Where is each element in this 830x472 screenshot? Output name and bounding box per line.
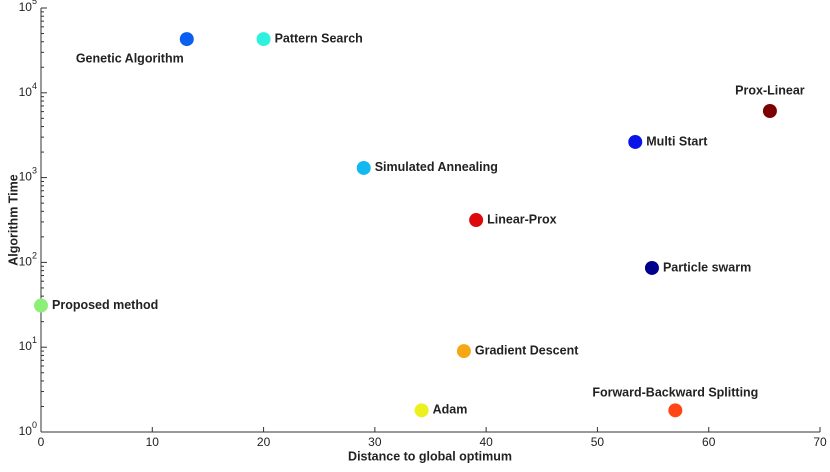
x-tick-label: 70 <box>813 435 827 449</box>
y-tick-label: 103 <box>19 166 37 184</box>
point <box>469 213 484 228</box>
x-tick-label: 0 <box>38 435 45 449</box>
point-label: Adam <box>433 403 468 417</box>
y-axis-label: Algorithm Time <box>6 174 20 265</box>
tick-base: 10 <box>19 170 33 184</box>
tick-base: 10 <box>19 0 33 14</box>
tick-exp: 0 <box>32 420 37 430</box>
y-tick-label: 105 <box>19 0 37 14</box>
point-label: Forward-Backward Splitting <box>592 386 758 400</box>
y-tick-label: 102 <box>19 251 37 269</box>
tick-exp: 3 <box>32 166 37 176</box>
point <box>179 32 194 47</box>
point-label: Genetic Algorithm <box>76 51 184 65</box>
point <box>356 160 371 175</box>
point <box>762 104 777 119</box>
point <box>644 260 659 275</box>
point-label: Proposed method <box>52 298 158 312</box>
tick-base: 10 <box>19 255 33 269</box>
x-tick-label: 50 <box>591 435 605 449</box>
tick-exp: 5 <box>32 0 37 6</box>
point <box>256 32 271 47</box>
x-tick-label: 40 <box>479 435 493 449</box>
tick-base: 10 <box>19 424 33 438</box>
tick-exp: 2 <box>32 251 37 261</box>
point <box>34 298 48 313</box>
x-tick-label: 10 <box>146 435 160 449</box>
x-tick-label: 30 <box>368 435 382 449</box>
point <box>628 134 643 149</box>
point-label: Simulated Annealing <box>375 160 498 174</box>
point-label: Gradient Descent <box>475 343 579 357</box>
x-tick-label: 60 <box>702 435 716 449</box>
tick-exp: 1 <box>32 336 37 346</box>
point-label: Multi Start <box>646 134 708 148</box>
x-tick-label: 20 <box>257 435 271 449</box>
tick-base: 10 <box>19 85 33 99</box>
point-label: Prox-Linear <box>735 83 805 97</box>
point <box>456 344 471 359</box>
point <box>414 403 429 418</box>
tick-exp: 4 <box>32 81 37 91</box>
x-axis-label: Distance to global optimum <box>348 449 512 463</box>
point <box>668 403 683 418</box>
point-label: Particle swarm <box>663 260 751 274</box>
tick-base: 10 <box>19 339 33 353</box>
y-tick-label: 101 <box>19 336 37 354</box>
point-label: Linear-Prox <box>487 212 557 226</box>
y-tick-label: 104 <box>19 81 37 99</box>
point-label: Pattern Search <box>275 31 363 45</box>
y-tick-label: 100 <box>19 420 37 438</box>
